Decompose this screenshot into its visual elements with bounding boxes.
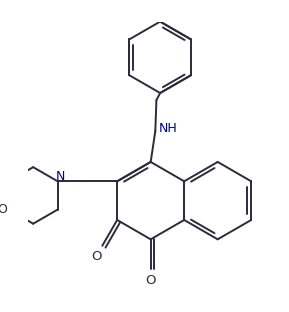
Text: O: O xyxy=(91,250,102,263)
Text: N: N xyxy=(56,170,65,183)
Text: O: O xyxy=(145,274,156,287)
Text: NH: NH xyxy=(158,122,177,135)
Text: O: O xyxy=(0,203,7,216)
